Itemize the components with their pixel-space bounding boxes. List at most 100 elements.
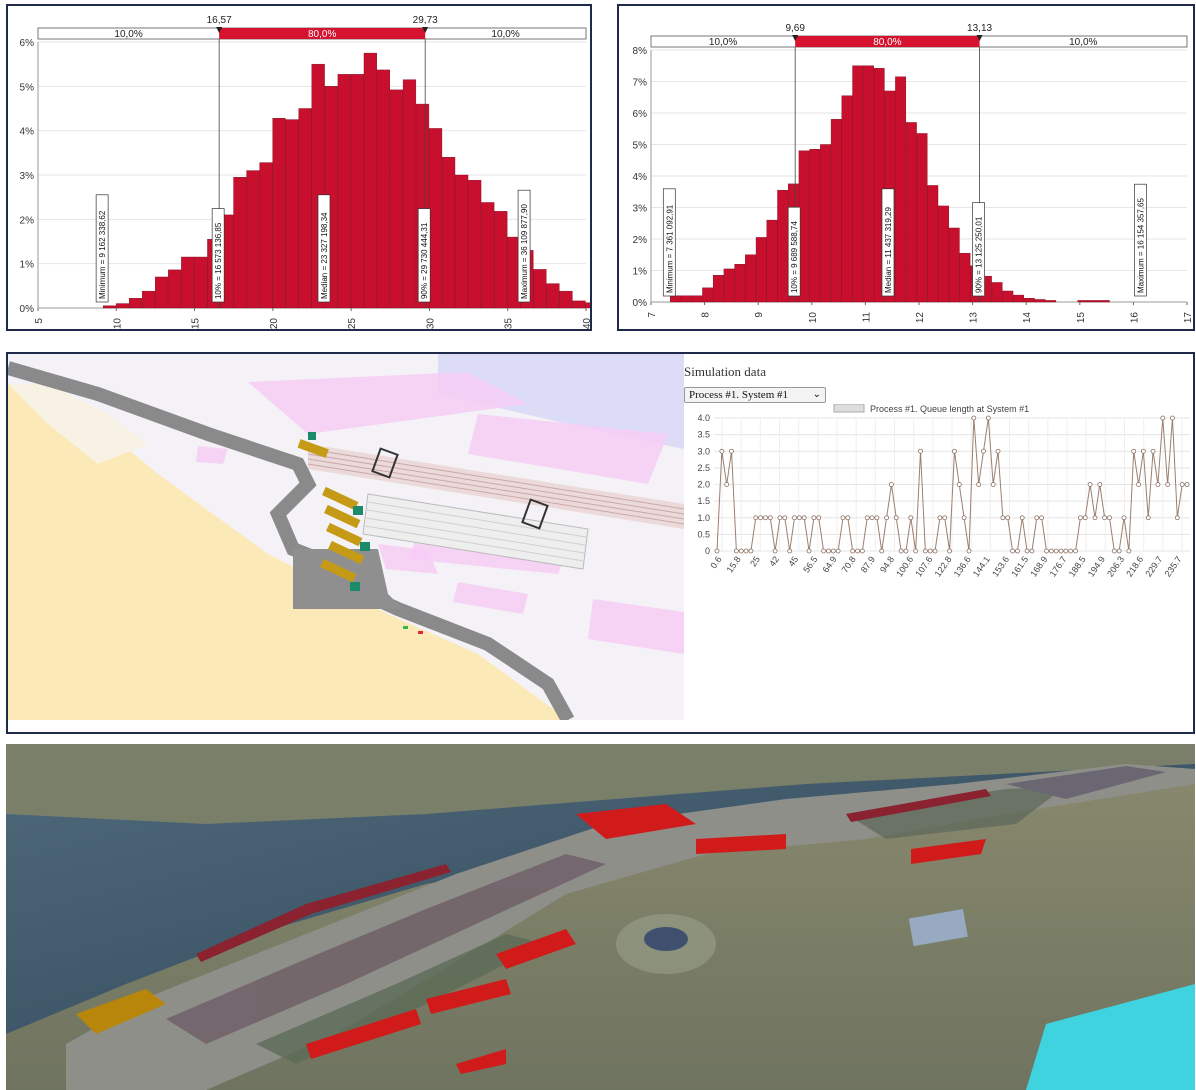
x-tick-label: 8 bbox=[701, 312, 712, 318]
y-tick-label: 3% bbox=[633, 204, 648, 215]
histogram-bar bbox=[129, 298, 143, 309]
histogram-bar bbox=[873, 68, 885, 303]
histogram-bar bbox=[389, 89, 404, 309]
queue-point bbox=[845, 515, 851, 521]
x-tick-label: 40 bbox=[582, 318, 590, 329]
y-tick-label: 0% bbox=[633, 298, 648, 309]
terminal-layout-view[interactable] bbox=[8, 354, 684, 720]
marker-label-group: Median = 23 327 198,34 bbox=[317, 194, 331, 303]
y-tick-label: 6% bbox=[20, 38, 35, 49]
x-tick-label: 161.5 bbox=[1009, 554, 1030, 578]
queue-point bbox=[835, 548, 841, 554]
queue-point bbox=[777, 515, 783, 521]
x-tick-label: 153.6 bbox=[990, 554, 1011, 578]
x-tick-label: 194.9 bbox=[1086, 554, 1107, 578]
histogram-bar bbox=[246, 170, 260, 309]
marker-label-group: 10% = 9 689 588,74 bbox=[787, 206, 801, 297]
queue-point bbox=[966, 548, 972, 554]
queue-point bbox=[724, 482, 730, 487]
marker-label-box bbox=[787, 206, 801, 297]
queue-point bbox=[1068, 548, 1074, 554]
queue-point bbox=[1145, 515, 1151, 521]
marker-label: 90% = 13 125 250,01 bbox=[975, 216, 984, 293]
histogram-bar bbox=[376, 69, 390, 309]
histogram-1: 0% 1% 2% 3% 4% 5% 6% 5 10 15 20 25 30 35 40 10,0% 80,0% 1… bbox=[20, 15, 590, 329]
histogram-bar bbox=[285, 119, 299, 309]
histogram-bar bbox=[442, 157, 456, 309]
queue-point bbox=[782, 515, 788, 521]
legend-swatch bbox=[833, 404, 865, 413]
queue-point bbox=[1058, 548, 1064, 554]
queue-point bbox=[1121, 515, 1127, 521]
queue-point bbox=[1015, 548, 1020, 554]
x-tick-label: 10 bbox=[112, 318, 123, 329]
band-right-value: 13,13 bbox=[967, 23, 992, 34]
histogram-bar bbox=[895, 76, 907, 303]
port-3d-view[interactable] bbox=[6, 744, 1195, 1090]
x-tick-label: 229.7 bbox=[1143, 554, 1164, 578]
x-tick-label: 188.5 bbox=[1067, 554, 1088, 578]
histogram-bar bbox=[194, 256, 208, 309]
queue-point bbox=[719, 448, 725, 454]
queue-point bbox=[1174, 515, 1180, 521]
band-arrow-icon bbox=[792, 35, 799, 41]
marker-label-group: 90% = 29 730 444,31 bbox=[417, 208, 431, 303]
x-tick-label: 206.3 bbox=[1105, 554, 1126, 578]
y-tick-label: 0 bbox=[705, 546, 710, 556]
queue-point bbox=[1029, 548, 1035, 554]
queue-point bbox=[961, 515, 967, 521]
histogram-bar bbox=[991, 282, 1003, 303]
queue-point bbox=[937, 515, 943, 521]
queue-point bbox=[942, 515, 948, 521]
percentile-band-middle bbox=[219, 28, 426, 39]
legend-label: Process #1. Queue length at System #1 bbox=[870, 404, 1029, 414]
queue-point bbox=[767, 515, 773, 521]
process-select[interactable]: Process #1. System #1 ⌄ bbox=[684, 387, 826, 403]
histogram-bar bbox=[1045, 300, 1057, 303]
y-tick-label: 5% bbox=[20, 82, 35, 93]
band-mid-pct: 80,0% bbox=[873, 37, 901, 48]
queue-point bbox=[947, 548, 952, 554]
queue-point bbox=[1165, 482, 1171, 487]
x-tick-label: 7 bbox=[647, 312, 658, 318]
process-select-value: Process #1. System #1 bbox=[689, 389, 788, 401]
marker-label: Minimum = 7 361 092,91 bbox=[665, 204, 674, 293]
queue-point bbox=[859, 548, 865, 554]
histogram-bar bbox=[691, 295, 703, 303]
queue-point bbox=[792, 515, 797, 521]
queue-point bbox=[753, 515, 759, 521]
queue-point bbox=[918, 448, 923, 454]
marker-label-box bbox=[211, 208, 225, 303]
marker-label: Maximum = 36 109 877,90 bbox=[520, 204, 529, 299]
y-tick-label: 2.0 bbox=[697, 480, 710, 490]
y-tick-label: 3% bbox=[20, 171, 35, 182]
histogram-bar bbox=[259, 162, 273, 309]
band-arrow-icon bbox=[976, 35, 983, 41]
histogram-bar bbox=[168, 269, 182, 309]
y-tick-label: 4.0 bbox=[697, 413, 710, 423]
x-tick-label: 5 bbox=[34, 318, 45, 324]
histogram-bar bbox=[777, 189, 789, 303]
marker-label: Maximum = 16 154 357,65 bbox=[1136, 198, 1145, 293]
queue-point bbox=[758, 515, 764, 521]
queue-point bbox=[806, 548, 812, 554]
queue-point bbox=[913, 548, 919, 554]
marker-label: 90% = 29 730 444,31 bbox=[420, 222, 429, 299]
y-tick-label: 5% bbox=[633, 141, 648, 152]
histogram-bar bbox=[1013, 294, 1024, 303]
marker-label-group: Median = 11 437 319,29 bbox=[881, 188, 895, 297]
band-left-pct: 10,0% bbox=[114, 29, 142, 40]
y-tick-label: 8% bbox=[633, 46, 648, 57]
port-aerial-render bbox=[6, 744, 1195, 1090]
x-tick-label: 144.1 bbox=[971, 554, 992, 578]
queue-point bbox=[1044, 548, 1049, 554]
x-tick-label: 14 bbox=[1022, 312, 1033, 324]
queue-point bbox=[1126, 548, 1132, 554]
x-tick-label: 11 bbox=[861, 312, 872, 323]
histogram-bar bbox=[938, 205, 949, 303]
queue-point bbox=[1087, 482, 1093, 487]
queue-point bbox=[748, 548, 754, 554]
queue-point bbox=[729, 448, 734, 454]
queue-point bbox=[884, 515, 889, 521]
marker-label: Median = 11 437 319,29 bbox=[884, 207, 893, 293]
